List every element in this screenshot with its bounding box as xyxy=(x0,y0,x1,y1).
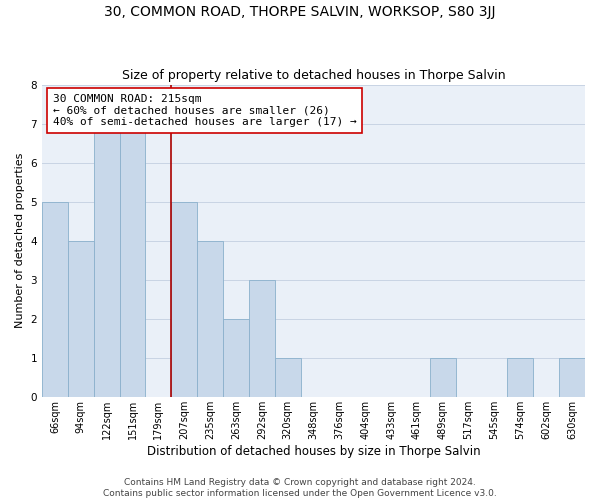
Bar xyxy=(559,358,585,397)
Title: Size of property relative to detached houses in Thorpe Salvin: Size of property relative to detached ho… xyxy=(122,69,505,82)
Bar xyxy=(172,202,197,397)
X-axis label: Distribution of detached houses by size in Thorpe Salvin: Distribution of detached houses by size … xyxy=(147,444,481,458)
Bar xyxy=(508,358,533,397)
Bar xyxy=(430,358,456,397)
Bar xyxy=(223,318,249,397)
Bar xyxy=(197,240,223,397)
Bar xyxy=(119,124,145,397)
Y-axis label: Number of detached properties: Number of detached properties xyxy=(15,153,25,328)
Text: Contains HM Land Registry data © Crown copyright and database right 2024.
Contai: Contains HM Land Registry data © Crown c… xyxy=(103,478,497,498)
Text: 30, COMMON ROAD, THORPE SALVIN, WORKSOP, S80 3JJ: 30, COMMON ROAD, THORPE SALVIN, WORKSOP,… xyxy=(104,5,496,19)
Bar xyxy=(68,240,94,397)
Bar xyxy=(275,358,301,397)
Bar xyxy=(94,124,119,397)
Bar xyxy=(42,202,68,397)
Bar xyxy=(249,280,275,397)
Text: 30 COMMON ROAD: 215sqm
← 60% of detached houses are smaller (26)
40% of semi-det: 30 COMMON ROAD: 215sqm ← 60% of detached… xyxy=(53,94,356,127)
